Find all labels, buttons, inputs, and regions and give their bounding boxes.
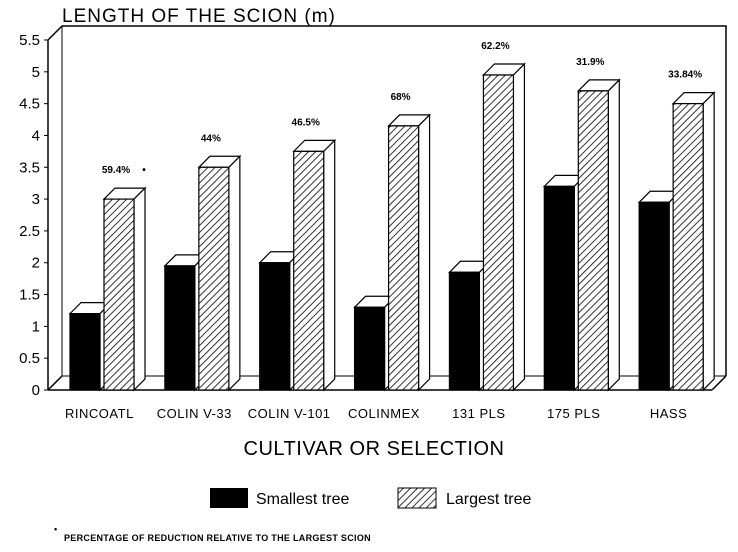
y-tick-label: 1.5 [19,287,40,304]
x-category-label: 175 PLS [547,406,600,421]
bar-largest-front [103,198,135,391]
footnote: PERCENTAGE OF REDUCTION RELATIVE TO THE … [64,533,371,543]
bar-largest [576,78,621,392]
bar-smallest-front [164,265,196,391]
y-tick-label: 4.5 [19,96,40,113]
percent-reduction-label: 68% [391,92,411,103]
bar-largest [102,186,147,392]
bar-largest [197,154,242,392]
y-tick-label: 3.5 [19,159,40,176]
bar-smallest-front [69,313,101,391]
percent-reduction-label: 33.84% [668,70,702,81]
bar-largest-front [672,103,704,391]
bar-smallest-front [259,262,291,391]
legend-label-smallest: Smallest tree [256,491,349,508]
x-category-label: HASS [650,406,687,421]
y-tick-label: 4 [32,127,40,144]
bar-smallest-front [543,185,575,391]
bar-smallest-front [353,306,386,391]
bars-layer [68,62,716,392]
bar-largest-side [702,91,715,392]
legend-swatch-largest [397,487,437,509]
bar-largest-front [482,74,515,391]
footnote-marker: • [54,524,57,534]
y-tick-label: 2.5 [19,223,40,240]
y-tick-label: 0.5 [19,350,40,367]
bar-smallest [163,253,208,392]
x-category-label: COLIN V-101 [248,406,331,421]
bar-largest-side [133,186,146,392]
percent-reduction-label: 44% [201,133,221,144]
legend: Smallest tree Largest tree [210,487,531,509]
chart-title: LENGTH OF THE SCION (m) [62,6,336,27]
bar-largest-front [293,150,325,391]
percent-reduction-label: 31.9% [576,57,604,68]
x-category-label: COLINMEX [348,406,420,421]
legend-label-largest: Largest tree [446,491,531,508]
bar-largest [671,91,716,392]
annotations-layer: 59.4% • 44% 46.5% 68% 62.2% 31.9% 33.84% [102,41,702,176]
bar-largest-side [417,113,431,392]
percent-reduction-label: 62.2% [481,41,509,52]
x-category-label: 131 PLS [452,406,505,421]
x-axis-label: CULTIVAR OR SELECTION [244,438,505,460]
y-tick-label: 5 [32,64,40,81]
bar-largest-side [228,154,241,392]
bar-smallest-front [638,201,670,391]
bar-largest-front [577,90,609,391]
bar-largest [387,113,432,392]
bar-largest-side [323,138,336,392]
bar-largest [292,138,337,392]
bar-largest [481,62,526,392]
bar-smallest-front [448,271,481,391]
y-tick-label: 3 [32,191,40,208]
percent-reduction-label: 46.5% [292,117,320,128]
plot-floor-right-edge [711,375,727,391]
y-axis: 0 0.5 1 1.5 2 2.5 3 3.5 4 4.5 5 5.5 [19,32,48,399]
y-tick-label: 2 [32,255,40,272]
plot-floor-left-edge [47,375,63,391]
legend-swatch-smallest [210,488,248,508]
bar-largest-front [387,125,420,391]
x-category-label: RINCOATL [65,406,134,421]
percent-reduction-label: 59.4% [102,165,130,176]
y-tick-label: 5.5 [19,32,40,49]
bar-largest-front [198,166,230,391]
x-category-label: COLIN V-33 [157,406,232,421]
bar-largest-side [512,62,526,392]
bar-largest-side [607,78,620,392]
y-tick-label: 0 [32,382,40,399]
x-axis-categories: RINCOATL COLIN V-33 COLIN V-101 COLINMEX 131… [65,406,687,421]
annotation-marker: • [142,165,146,176]
y-tick-label: 1 [32,318,40,335]
